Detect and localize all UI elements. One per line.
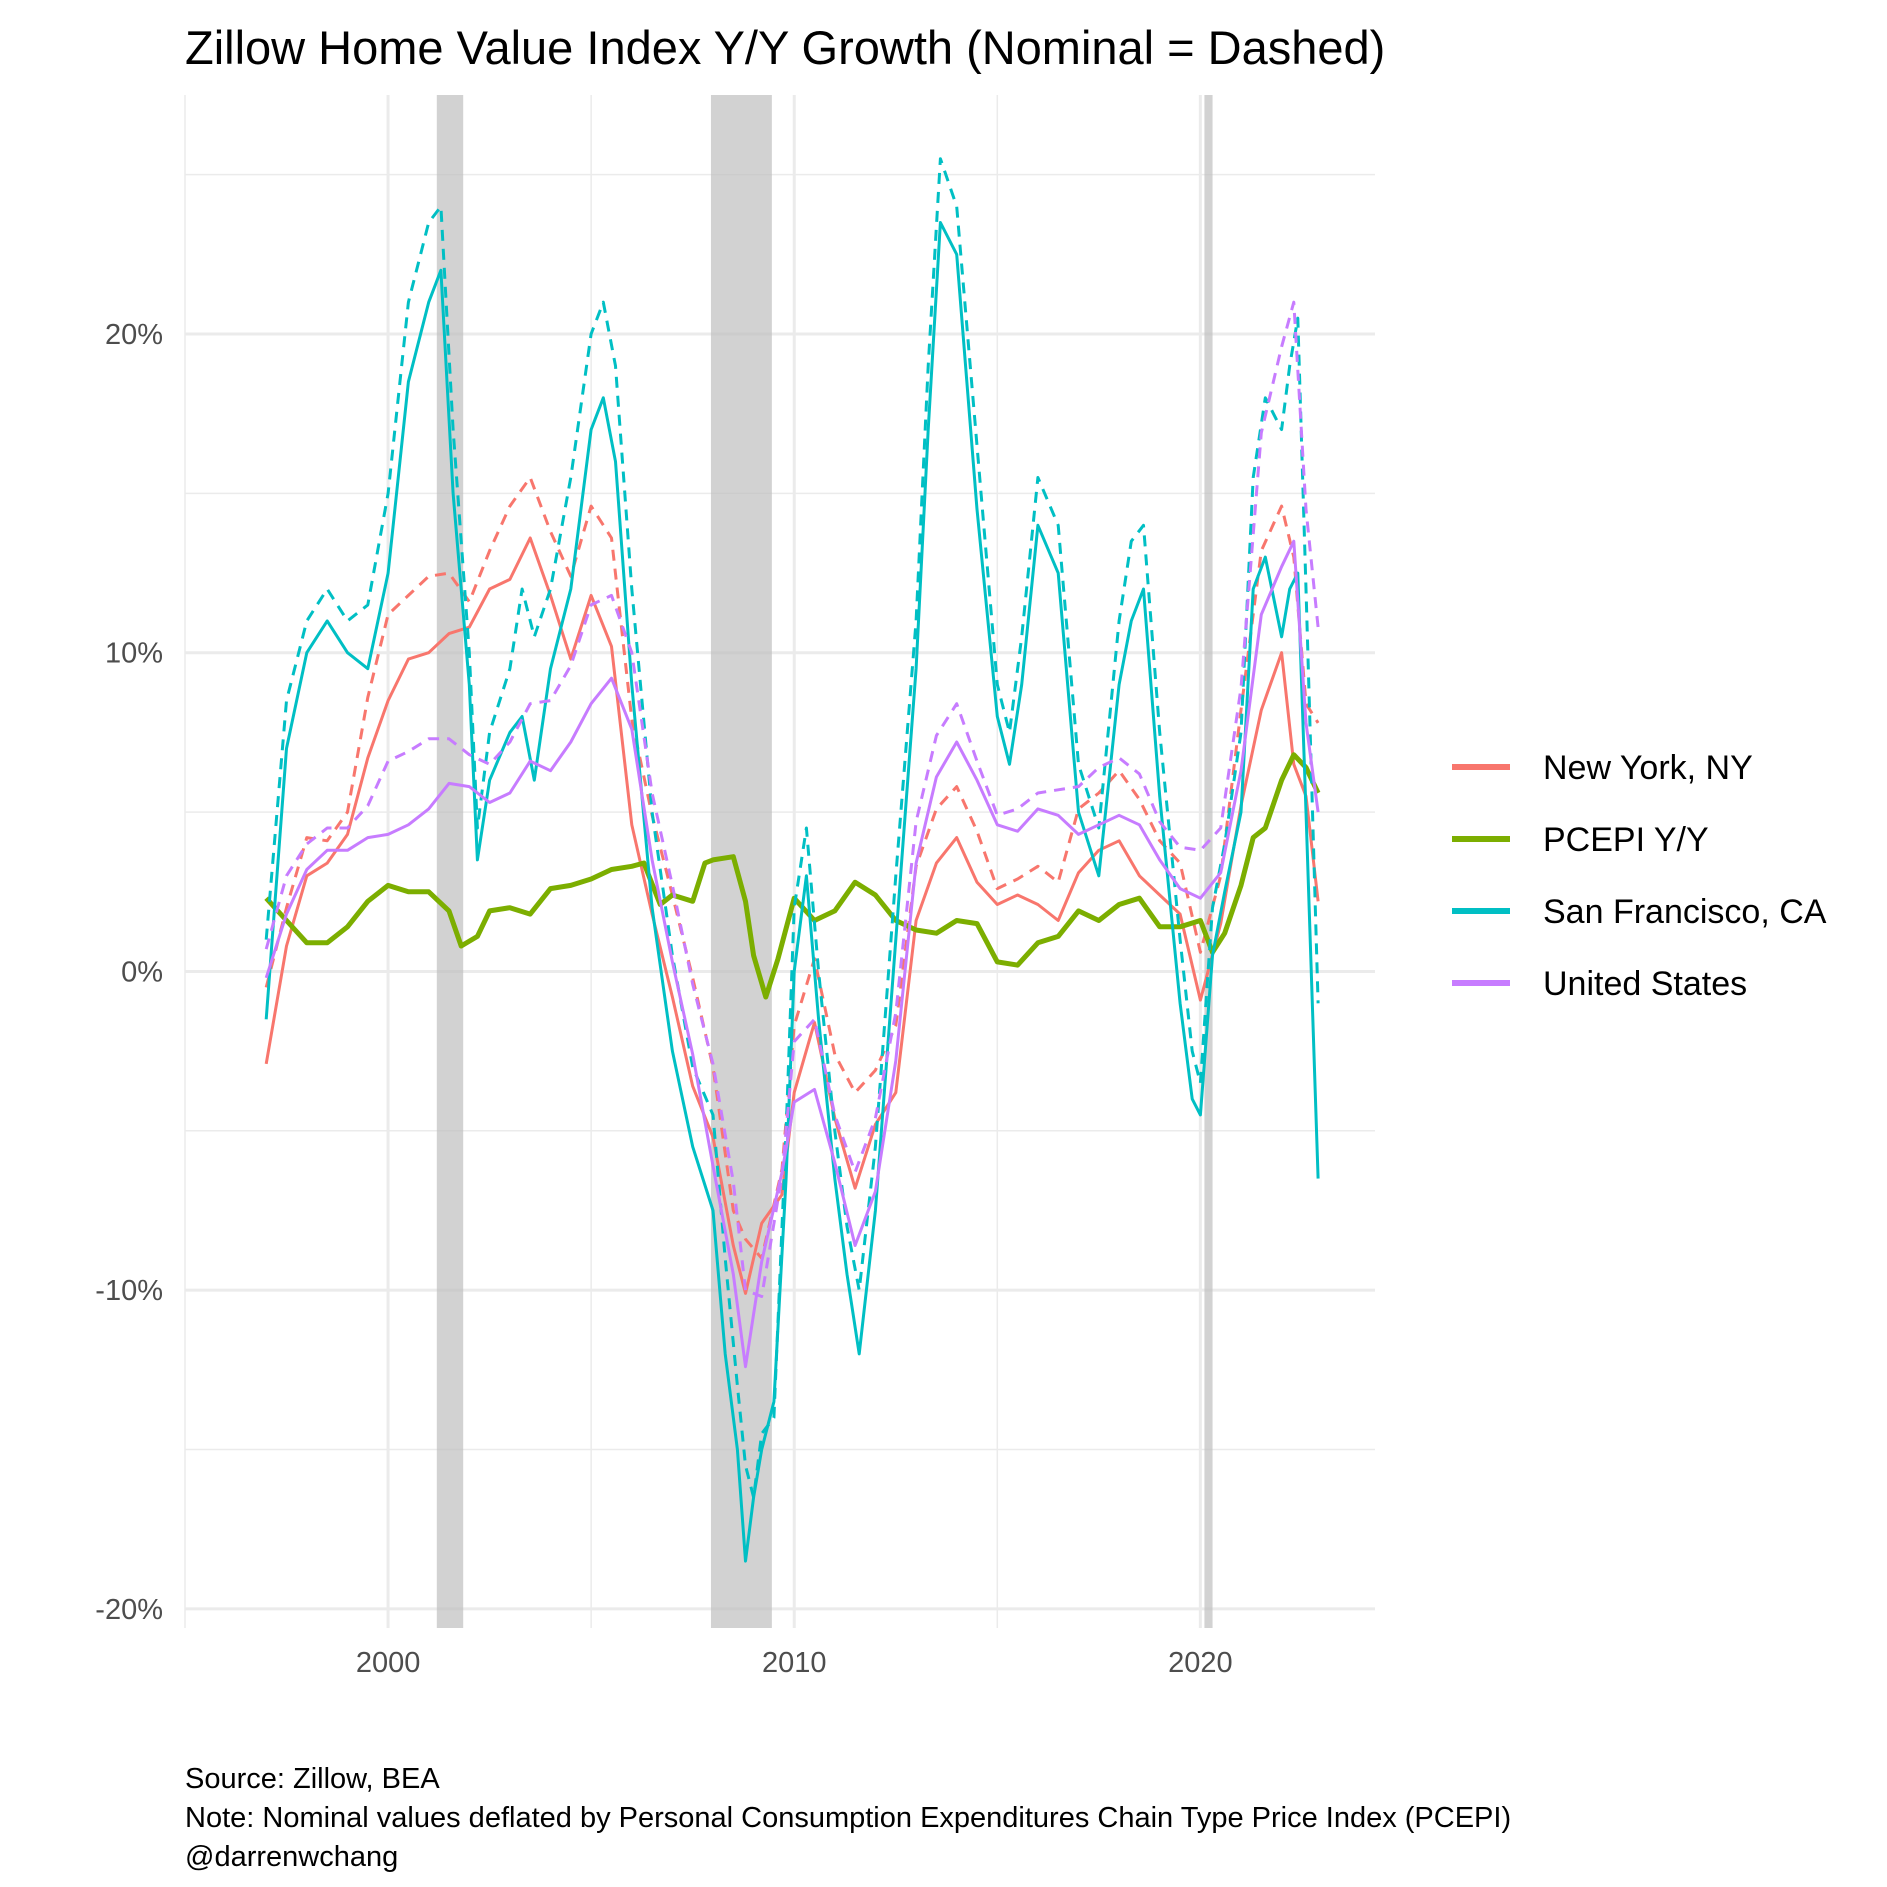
y-tick-label: 10% [105, 638, 163, 670]
y-tick-label: -10% [95, 1275, 163, 1307]
legend-label: New York, NY [1543, 749, 1753, 787]
caption: Source: Zillow, BEA Note: Nominal values… [185, 1763, 1511, 1873]
grid [184, 95, 1375, 1628]
legend: New York, NY PCEPI Y/Y San Francisco, CA Un… [1452, 749, 1827, 1003]
y-tick-label: 0% [121, 956, 163, 988]
y-tick-label: -20% [95, 1594, 163, 1626]
legend-label: San Francisco, CA [1543, 893, 1827, 931]
recession-band [436, 95, 464, 1628]
caption-handle: @darrenwchang [185, 1841, 398, 1873]
united-states-nominal-line [264, 300, 1320, 1298]
x-tick-label: 2020 [1168, 1647, 1233, 1679]
united-states-real-line [264, 539, 1320, 1369]
recession-band [1204, 95, 1213, 1628]
san-francisco-ca-real-line [264, 221, 1320, 1563]
san-francisco-ca-nominal-line [264, 157, 1320, 1499]
legend-label: United States [1543, 965, 1747, 1003]
new-york-ny-nominal-line [264, 476, 1320, 1260]
x-tick-label: 2000 [356, 1647, 421, 1679]
axis-labels: 2000 2010 2020 -20% -10% 0% 10% 20% [95, 319, 1232, 1679]
recession-band [710, 95, 772, 1628]
series-lines [264, 157, 1321, 1563]
x-tick-label: 2010 [762, 1647, 827, 1679]
new-york-ny-real-line [264, 536, 1320, 1295]
recession-bands [436, 95, 1213, 1628]
caption-source: Source: Zillow, BEA [185, 1763, 440, 1795]
legend-label: PCEPI Y/Y [1543, 821, 1709, 859]
caption-note: Note: Nominal values deflated by Persona… [185, 1802, 1511, 1834]
y-tick-label: 20% [105, 319, 163, 351]
chart-title: Zillow Home Value Index Y/Y Growth (Nomi… [185, 21, 1385, 74]
pcepi-y-y-real-line [264, 752, 1321, 1000]
